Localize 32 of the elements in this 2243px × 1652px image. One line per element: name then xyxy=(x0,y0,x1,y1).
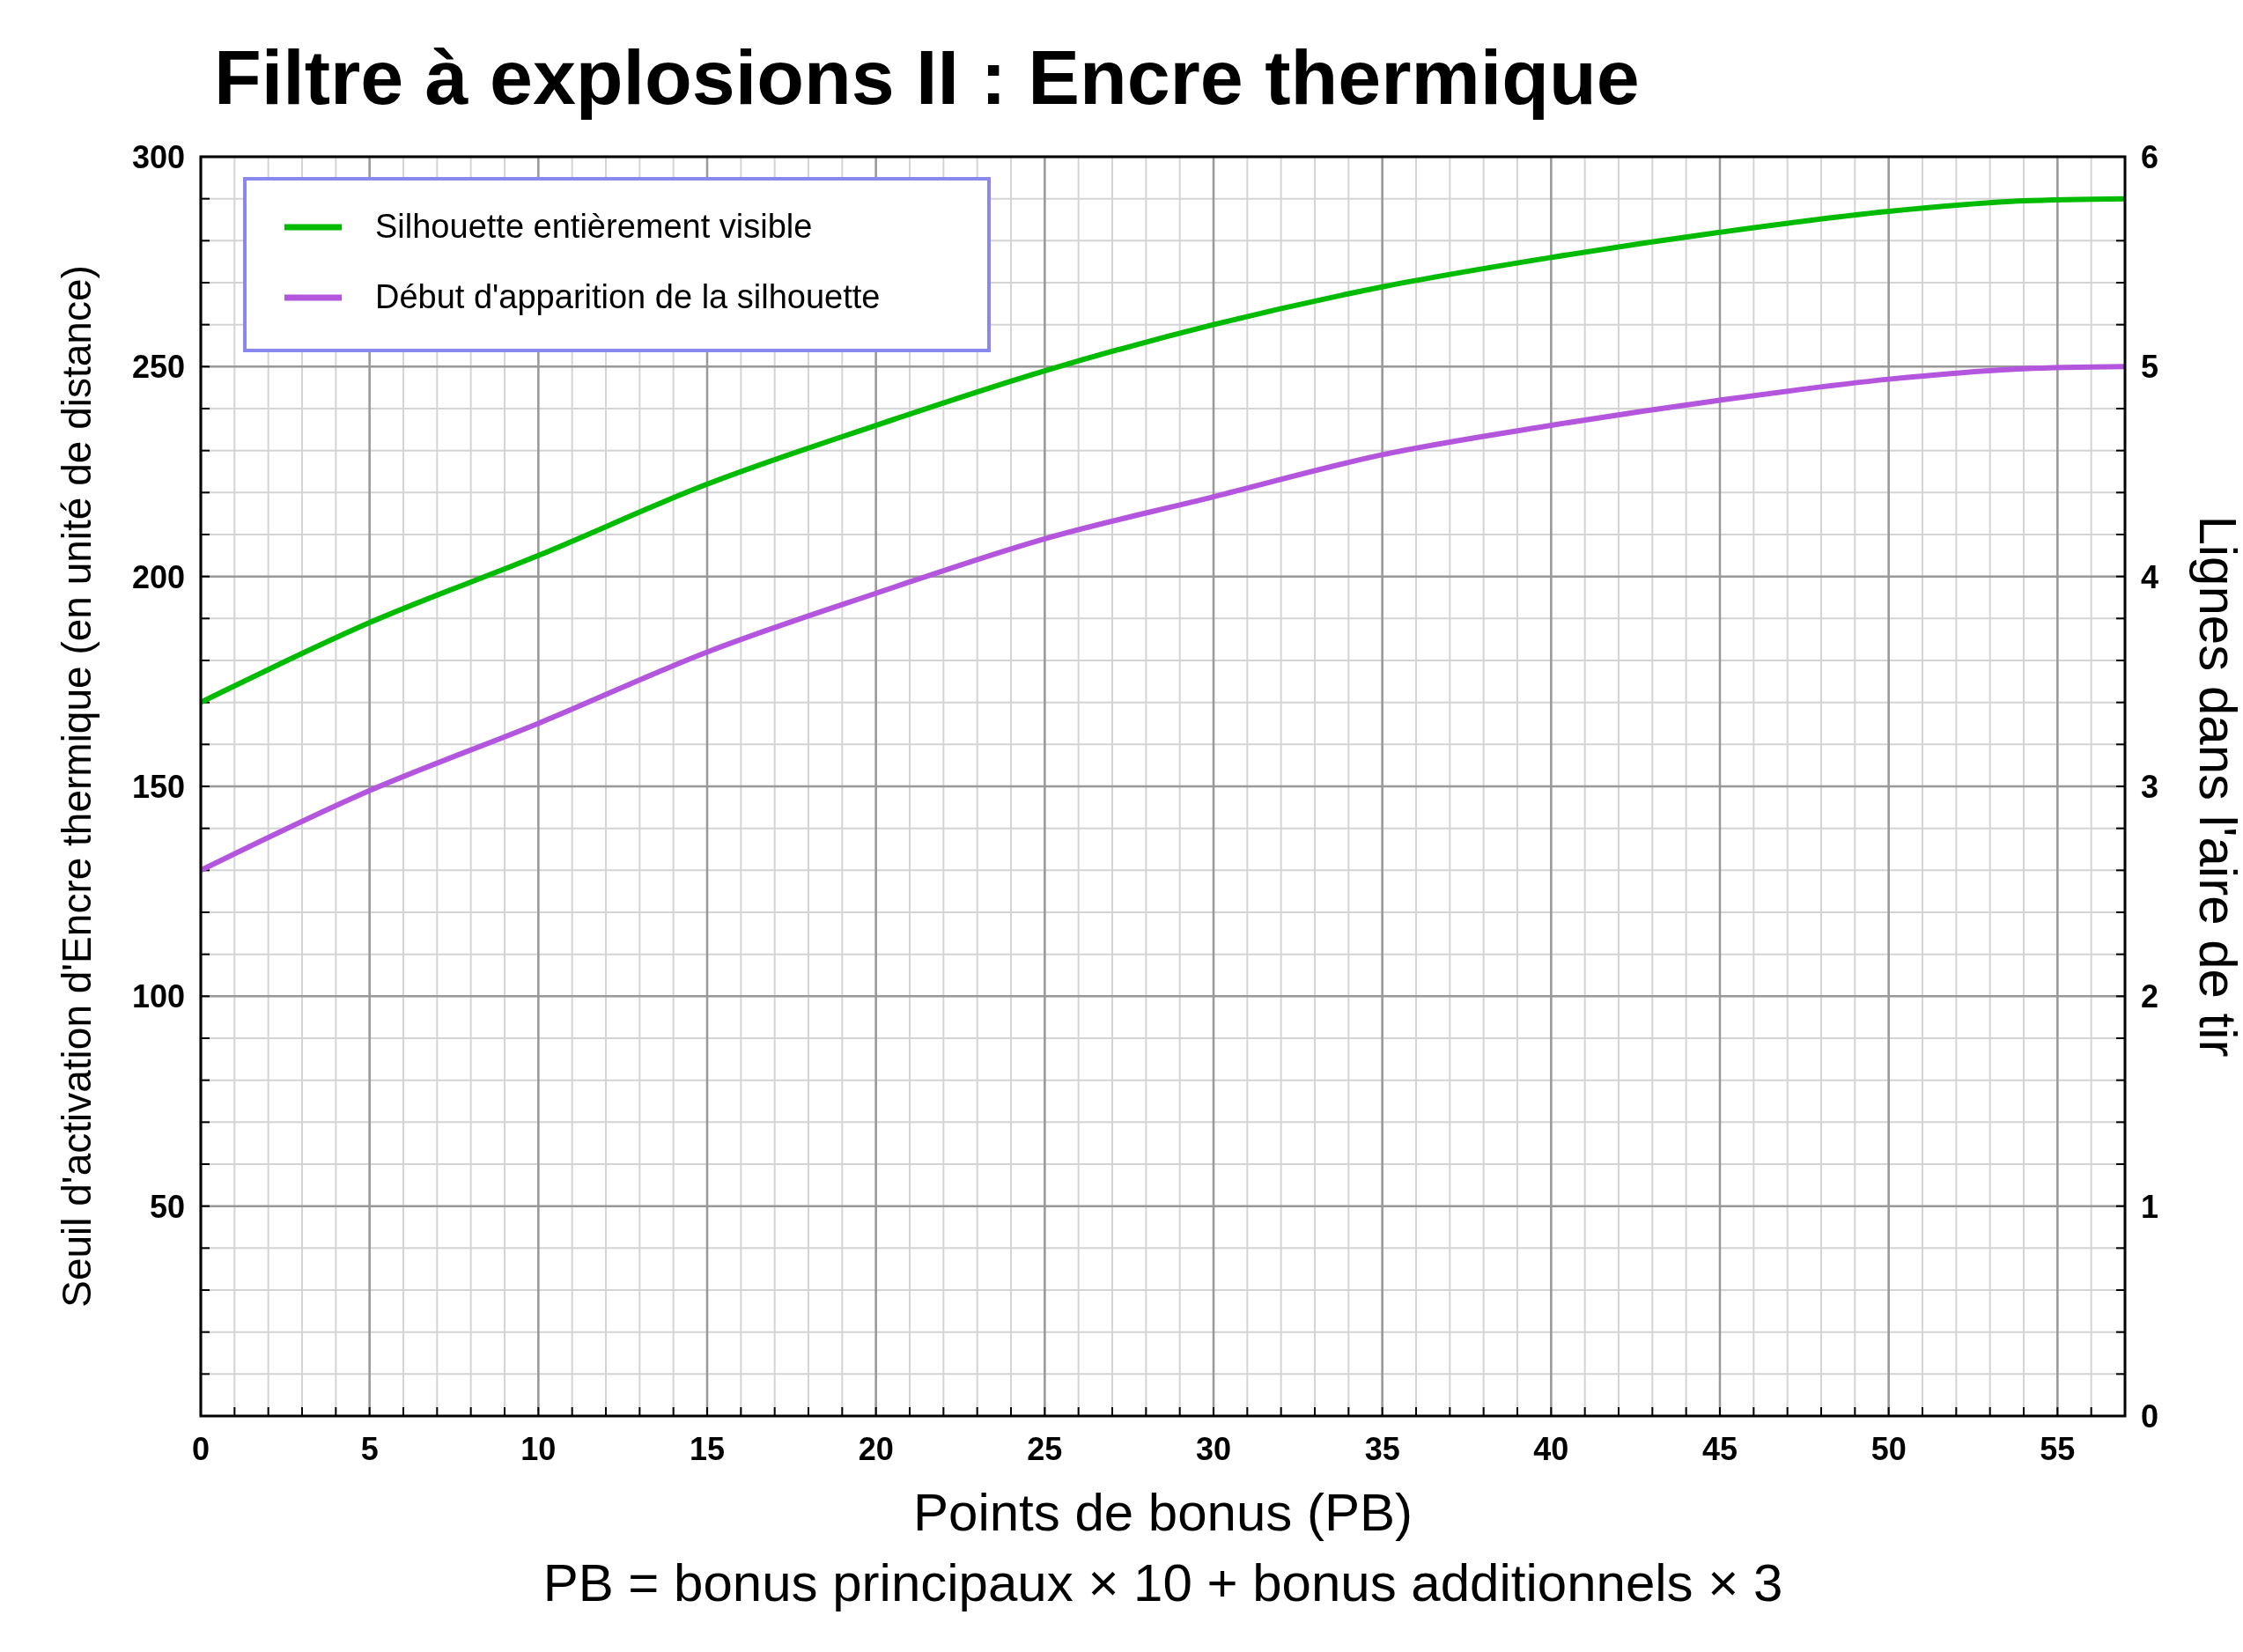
y-axis-title: Seuil d'activation d'Encre thermique (en unité de distance) xyxy=(54,265,100,1308)
x-axis-title: Points de bonus (PB) xyxy=(913,1483,1413,1542)
y2-tick-label: 6 xyxy=(2141,139,2159,175)
y2-axis-title: Lignes dans l'aire de tir xyxy=(2188,515,2243,1058)
x-tick-label: 25 xyxy=(1027,1431,1063,1467)
x-tick-label: 40 xyxy=(1533,1431,1569,1467)
legend-label: Début d'apparition de la silhouette xyxy=(375,278,881,315)
text: PB = bonus principaux × 10 + bonus additionnels × 3 xyxy=(542,1553,1783,1612)
x-tick-label: 20 xyxy=(858,1431,894,1467)
x-tick-label: 50 xyxy=(1870,1431,1907,1467)
x-tick-label: 55 xyxy=(2040,1431,2076,1467)
x-tick-label: 30 xyxy=(1195,1431,1232,1467)
x-tick-label: 15 xyxy=(689,1431,726,1467)
legend-label: Silhouette entièrement visible xyxy=(375,208,813,245)
y-tick-label: 250 xyxy=(131,349,185,386)
y2-tick-label: 2 xyxy=(2141,978,2159,1015)
y2-tick-label: 5 xyxy=(2141,349,2159,386)
x-tick-label: 45 xyxy=(1701,1431,1738,1467)
y2-tick-label: 0 xyxy=(2141,1398,2159,1434)
y-tick-label: 150 xyxy=(131,769,185,805)
y-tick-label: 200 xyxy=(131,558,185,595)
y2-tick-label: 1 xyxy=(2141,1188,2159,1225)
x-tick-label: 0 xyxy=(191,1431,210,1467)
x-tick-label: 10 xyxy=(520,1431,557,1467)
y-tick-label: 300 xyxy=(131,139,185,175)
x-tick-label: 5 xyxy=(360,1431,379,1467)
y-tick-label: 100 xyxy=(131,978,185,1015)
y2-tick-label: 3 xyxy=(2141,769,2159,805)
y2-tick-label: 4 xyxy=(2141,558,2159,595)
x-tick-label: 35 xyxy=(1364,1431,1400,1467)
y-tick-label: 50 xyxy=(149,1188,185,1225)
chart-title: Filtre à explosions II : Encre thermique xyxy=(214,33,1640,121)
